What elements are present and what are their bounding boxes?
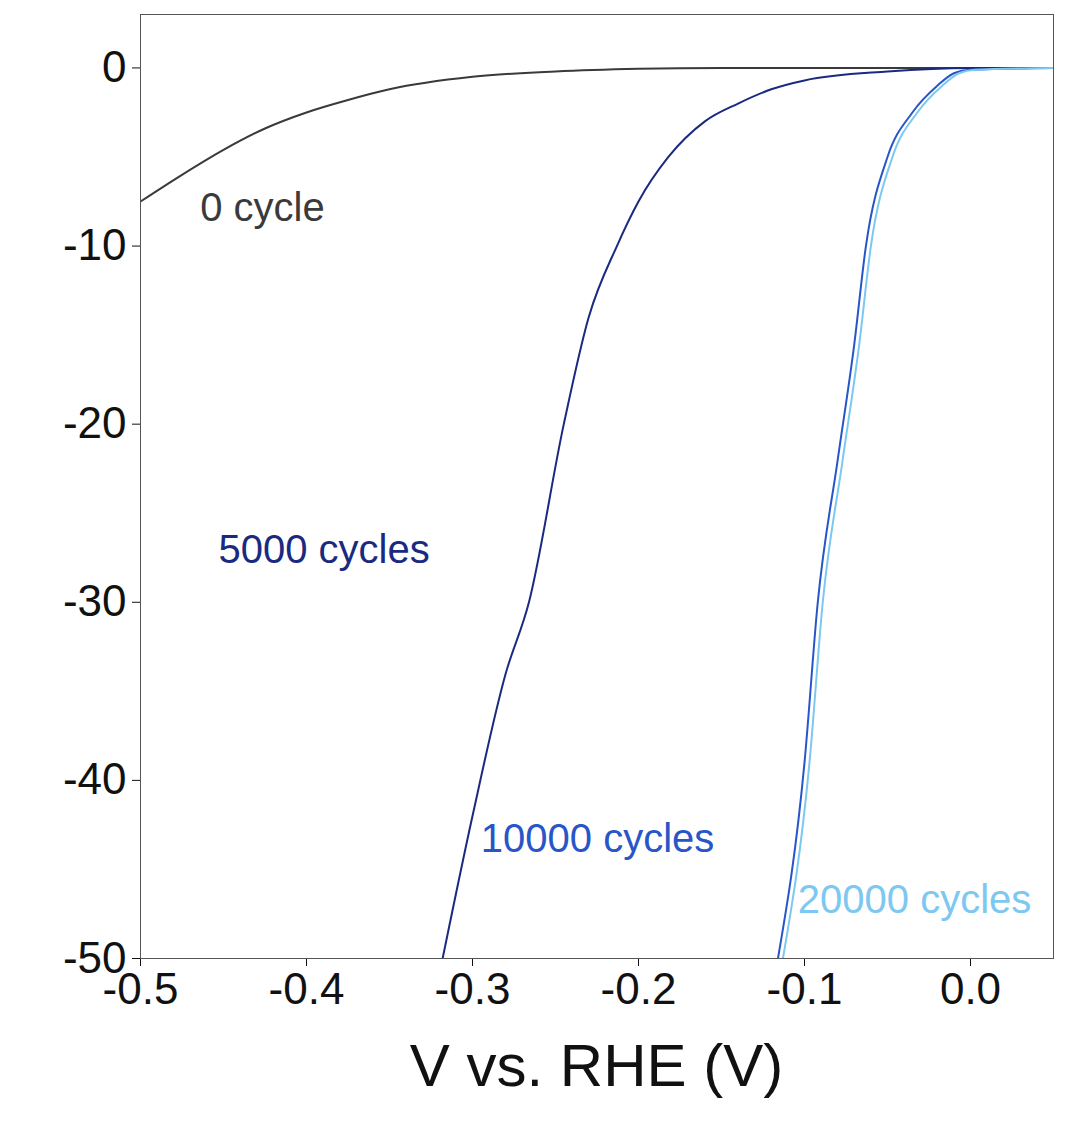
- html-text:V vs. RHE (V): V vs. RHE (V): [409, 1032, 784, 1099]
- svg-text:-0.5: -0.5: [103, 964, 179, 1013]
- svg-text:0: 0: [102, 42, 126, 91]
- svg-text:-0.4: -0.4: [269, 964, 345, 1013]
- svg-text:-30: -30: [63, 576, 127, 625]
- svg-text:10000 cycles: 10000 cycles: [481, 816, 714, 860]
- svg-text:-10: -10: [63, 220, 127, 269]
- svg-text:-0.3: -0.3: [435, 964, 511, 1013]
- svg-text:0 cycle: 0 cycle: [200, 185, 325, 229]
- svg-text:-0.1: -0.1: [767, 964, 843, 1013]
- svg-text:-0.2: -0.2: [601, 964, 677, 1013]
- svg-text:0.0: 0.0: [940, 964, 1001, 1013]
- svg-text:20000 cycles: 20000 cycles: [798, 877, 1031, 921]
- svg-text:5000 cycles: 5000 cycles: [219, 527, 430, 571]
- svg-text:-20: -20: [63, 398, 127, 447]
- svg-text:-40: -40: [63, 754, 127, 803]
- svg-text:-50: -50: [62, 932, 127, 982]
